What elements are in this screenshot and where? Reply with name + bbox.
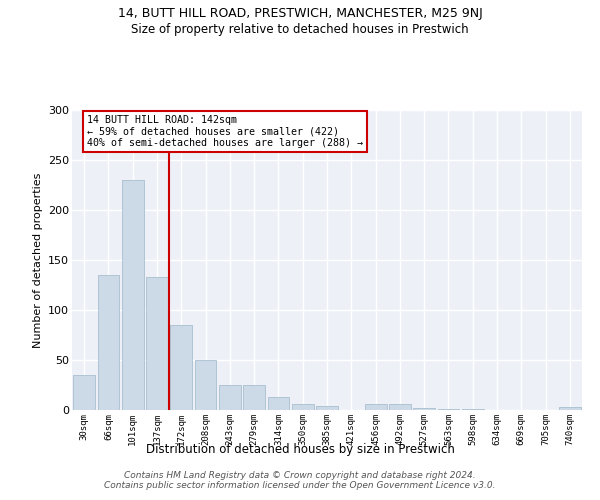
Bar xyxy=(170,325,192,410)
Text: Size of property relative to detached houses in Prestwich: Size of property relative to detached ho… xyxy=(131,22,469,36)
Bar xyxy=(365,404,386,410)
Bar xyxy=(437,409,460,410)
Text: 14 BUTT HILL ROAD: 142sqm
← 59% of detached houses are smaller (422)
40% of semi: 14 BUTT HILL ROAD: 142sqm ← 59% of detac… xyxy=(87,115,363,148)
Bar xyxy=(219,385,241,410)
Bar xyxy=(389,404,411,410)
Bar xyxy=(316,406,338,410)
Bar xyxy=(559,407,581,410)
Bar xyxy=(122,180,143,410)
Bar xyxy=(194,360,217,410)
Y-axis label: Number of detached properties: Number of detached properties xyxy=(32,172,43,348)
Bar xyxy=(146,277,168,410)
Text: Contains HM Land Registry data © Crown copyright and database right 2024.
Contai: Contains HM Land Registry data © Crown c… xyxy=(104,470,496,490)
Bar xyxy=(268,397,289,410)
Bar xyxy=(462,409,484,410)
Bar xyxy=(73,375,95,410)
Bar xyxy=(413,408,435,410)
Bar xyxy=(292,404,314,410)
Bar xyxy=(243,385,265,410)
Text: Distribution of detached houses by size in Prestwich: Distribution of detached houses by size … xyxy=(146,442,454,456)
Text: 14, BUTT HILL ROAD, PRESTWICH, MANCHESTER, M25 9NJ: 14, BUTT HILL ROAD, PRESTWICH, MANCHESTE… xyxy=(118,8,482,20)
Bar xyxy=(97,275,119,410)
